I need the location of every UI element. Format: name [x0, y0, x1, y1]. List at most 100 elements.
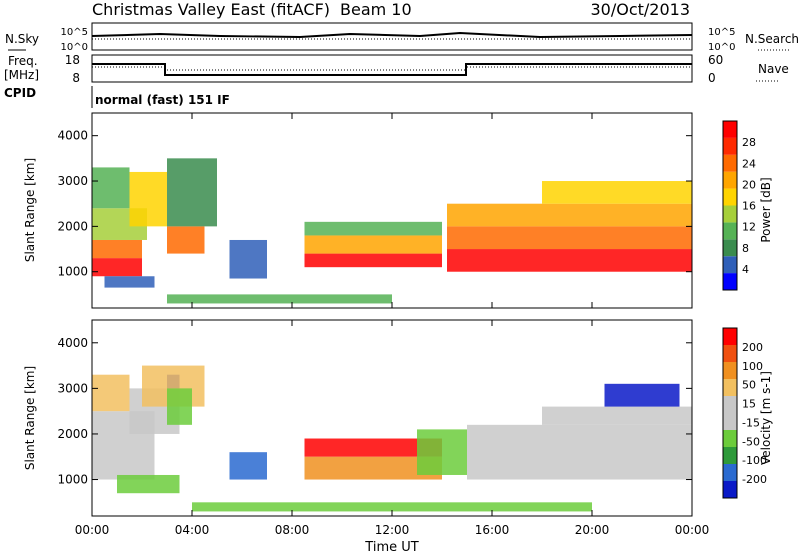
freq-tick-bottom: 8: [72, 71, 80, 85]
power-band-13: [447, 226, 692, 250]
colorbar-tick-4: 12: [742, 221, 756, 234]
colorbar-cell-9: [723, 121, 737, 138]
freq-trace: [92, 63, 692, 76]
xtick-label-2: 08:00: [275, 523, 310, 537]
cpid-value: normal (fast) 151 IF: [95, 93, 230, 107]
xtick-label-5: 20:00: [575, 523, 610, 537]
velocity-band-10: [304, 456, 442, 480]
colorbar-cell-3: [723, 222, 737, 240]
colorbar-cell-8: [723, 137, 737, 155]
power-bands: [92, 158, 692, 304]
ytick-label-2: 2000: [57, 427, 88, 441]
station-title: Christmas Valley East (fitACF): [92, 0, 330, 19]
colorbar-tick-2: 50: [742, 379, 756, 392]
velocity-band-13: [542, 406, 692, 425]
colorbar-tick-7: -200: [742, 473, 767, 486]
power-yticks: 4000 3000 2000 1000: [57, 129, 692, 279]
ytick-label-3: 1000: [57, 265, 88, 279]
colorbar-cell-4: [723, 413, 737, 430]
sky-panel: N.Sky 10^5 10^0 10^5 10^0 N.Search: [5, 22, 799, 53]
velocity-ylabel: Slant Range [km]: [23, 366, 37, 470]
power-band-4: [104, 276, 155, 288]
freq-unit: [MHz]: [4, 68, 39, 82]
power-ylabel: Slant Range [km]: [23, 158, 37, 262]
colorbar-tick-1: 100: [742, 360, 763, 373]
colorbar-cell-0: [723, 481, 737, 498]
velocity-band-5: [167, 388, 192, 425]
nsearch-label: N.Search: [745, 32, 799, 46]
power-band-8: [229, 239, 267, 279]
colorbar-cell-2: [723, 239, 737, 257]
nave-tick-top: 60: [708, 53, 723, 67]
colorbar-cell-0: [723, 273, 737, 290]
velocity-band-1: [92, 374, 130, 412]
colorbar-tick-5: -50: [742, 435, 760, 448]
colorbar-frame: [722, 120, 738, 291]
colorbar-cell-4: [723, 205, 737, 223]
colorbar-tick-4: -15: [742, 416, 760, 429]
power-band-12: [447, 249, 692, 272]
freq-tick-top: 18: [65, 53, 80, 67]
colorbar-cell-5: [723, 396, 737, 413]
power-band-5: [129, 171, 167, 227]
velocity-colorbar: 200 100 50 15 -15 -50 -100 -200: [722, 327, 767, 499]
ytick-label-2: 2000: [57, 219, 88, 233]
ytick-label-1: 3000: [57, 174, 88, 188]
nsky-tick-top: 10^5: [61, 27, 88, 38]
date-label: 30/Oct/2013: [590, 0, 690, 19]
velocity-band-12: [467, 424, 692, 480]
power-colorbar-label: Power [dB]: [759, 177, 773, 242]
xtick-label-0: 00:00: [75, 523, 110, 537]
colorbar-cell-1: [723, 256, 737, 274]
colorbar-cell-7: [723, 362, 737, 379]
freq-panel: Freq. [MHz] 18 8 60 0 Nave: [4, 53, 789, 85]
colorbar-tick-5: 8: [742, 242, 749, 255]
nave-tick-bottom: 0: [708, 71, 716, 85]
time-xticks: 00:00 04:00 08:00 12:00 16:00 20:00 00:00: [75, 113, 710, 537]
xtick-label-6: 00:00: [675, 523, 710, 537]
ytick-label-1: 3000: [57, 381, 88, 395]
beam-label: Beam 10: [340, 0, 412, 19]
colorbar-tick-0: 28: [742, 136, 756, 149]
nsearch-tick-bottom: 10^0: [708, 42, 735, 53]
colorbar-cell-6: [723, 379, 737, 396]
colorbar-cell-5: [723, 188, 737, 206]
power-band-11: [304, 221, 442, 236]
velocity-colorbar-label: Velocity [m s-1]: [759, 371, 773, 465]
nsearch-tick-top: 10^5: [708, 27, 735, 38]
xtick-label-4: 16:00: [475, 523, 510, 537]
velocity-bands: [92, 365, 692, 512]
power-band-14: [447, 203, 692, 227]
colorbar-frame: [722, 327, 738, 499]
velocity-band-6: [117, 474, 180, 494]
power-band-6: [167, 226, 205, 254]
nsky-trace: [91, 31, 693, 39]
colorbar-tick-3: 16: [742, 200, 756, 213]
power-band-15: [542, 181, 692, 204]
power-band-7: [167, 158, 217, 227]
colorbar-cell-8: [723, 345, 737, 362]
power-band-9: [304, 253, 442, 268]
power-colorbar: 28 24 20 16 12 8 4: [722, 120, 756, 291]
velocity-band-7: [229, 452, 267, 480]
colorbar-cell-9: [723, 328, 737, 345]
power-band-16: [167, 294, 392, 304]
xtick-label-3: 12:00: [375, 523, 410, 537]
power-band-3: [92, 167, 130, 209]
colorbar-cell-1: [723, 464, 737, 481]
power-band-1: [92, 239, 142, 259]
ytick-label-0: 4000: [57, 336, 88, 350]
colorbar-tick-2: 20: [742, 178, 756, 191]
nave-label: Nave: [758, 62, 789, 76]
colorbar-tick-6: 4: [742, 263, 749, 276]
velocity-band-14: [604, 383, 680, 407]
nave-trace: [92, 66, 692, 71]
xtick-label-1: 04:00: [175, 523, 210, 537]
colorbar-cell-6: [723, 171, 737, 189]
power-band-10: [304, 235, 442, 254]
colorbar-tick-6: -100: [742, 454, 767, 467]
velocity-yticks: 4000 3000 2000 1000: [57, 336, 692, 487]
colorbar-tick-0: 200: [742, 341, 763, 354]
colorbar-cell-7: [723, 154, 737, 172]
